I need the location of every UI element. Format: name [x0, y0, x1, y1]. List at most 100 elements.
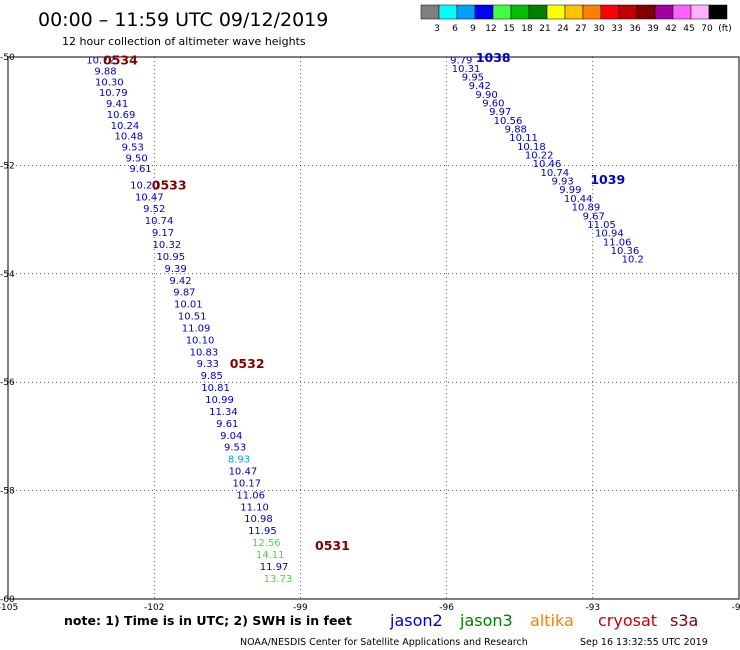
- colorbar-label: 36: [629, 24, 641, 34]
- colorbar-swatch: [708, 4, 728, 20]
- x-tick-label: -99: [293, 603, 308, 613]
- wave-height-label: 10.11: [509, 133, 538, 144]
- wave-height-label: 10.44: [564, 194, 593, 205]
- y-tick-label: -50: [0, 53, 15, 63]
- wave-height-label: 11.95: [248, 526, 277, 537]
- time-labels: 0534 0533 0532 0531 1038 1039: [103, 50, 625, 553]
- wave-height-label: 10.24: [111, 121, 140, 132]
- wave-height-label: 9.04: [220, 431, 242, 442]
- wave-height-label: 10.79: [99, 88, 128, 99]
- legend-item-s3a: s3a: [670, 611, 698, 630]
- colorbar-label: 6: [452, 24, 458, 34]
- wave-height-label: 9.53: [122, 142, 144, 153]
- x-tick-label: -96: [439, 603, 454, 613]
- wave-height-label: 10.89: [572, 203, 601, 214]
- colorbar-swatch: [456, 4, 476, 20]
- wave-height-label: 11.06: [236, 490, 265, 501]
- wave-height-label: 9.17: [152, 228, 174, 239]
- wave-height-label: 9.39: [165, 264, 187, 275]
- colorbar-label: (ft): [718, 24, 732, 34]
- colorbar-swatch: [636, 4, 656, 20]
- pass-time-label: 0532: [230, 356, 265, 371]
- wave-height-label: 10.36: [611, 246, 640, 257]
- y-tick-label: -58: [0, 487, 15, 497]
- pass-time-label: 1038: [476, 50, 511, 65]
- wave-height-label: 10.01: [174, 300, 203, 311]
- pass-time-label: 1039: [590, 172, 625, 187]
- wave-height-label: 10.74: [540, 168, 569, 179]
- color-scale-bar: 3 6 9 12 15 18 21 24 27 30 33 36 39 42 45 70 (ft): [420, 4, 732, 34]
- wave-height-label: 10.30: [95, 77, 124, 88]
- wave-height-label: 9.53: [224, 443, 246, 454]
- footer-note: note: 1) Time is in UTC; 2) SWH is in fe…: [64, 613, 352, 628]
- wave-height-label: 10.22: [525, 151, 554, 162]
- wave-height-label: 10.83: [190, 347, 219, 358]
- wave-height-label: 10.18: [517, 142, 546, 153]
- y-tick-label: -60: [0, 595, 15, 605]
- wave-height-label: 14.11: [256, 550, 285, 561]
- colorbar-label: 15: [503, 24, 514, 34]
- y-tick-label: -54: [0, 270, 15, 280]
- wave-height-label: 11.06: [603, 237, 632, 248]
- footer-credit: NOAA/NESDIS Center for Satellite Applica…: [240, 637, 528, 648]
- wave-height-label: 10.20: [130, 180, 159, 191]
- wave-height-label: 9.85: [201, 371, 223, 382]
- wave-height-label: 10.95: [156, 252, 185, 263]
- footer-timestamp: Sep 16 13:32:55 UTC 2019: [580, 637, 708, 648]
- wave-height-label: 11.97: [260, 562, 289, 573]
- wave-height-label: 10.17: [232, 478, 261, 489]
- colorbar-label: 21: [539, 24, 550, 34]
- x-tick-label: -90: [732, 603, 740, 613]
- chart-subtitle: 12 hour collection of altimeter wave hei…: [62, 35, 306, 48]
- tick-labels: -105 -102 -99 -96 -93 -90 -50 -52 -54 -56 -58 -60: [0, 53, 740, 613]
- colorbar-swatch: [690, 4, 710, 20]
- wave-height-label: 9.88: [505, 125, 527, 136]
- wave-height-label: 9.95: [462, 73, 484, 84]
- wave-height-label: 9.93: [551, 177, 573, 188]
- colorbar-label: 30: [593, 24, 605, 34]
- x-tick-label: -105: [0, 603, 18, 613]
- colorbar-label: 9: [470, 24, 476, 34]
- wave-height-label: 9.99: [559, 185, 581, 196]
- colorbar-swatch: [438, 4, 458, 20]
- colorbar-label: 70: [701, 24, 713, 34]
- wave-height-label: 9.61: [216, 419, 238, 430]
- wave-height-label: 10.32: [153, 240, 182, 251]
- wave-height-label: 9.90: [475, 90, 497, 101]
- colorbar-swatch: [600, 4, 620, 20]
- colorbar-swatch: [528, 4, 548, 20]
- satellite-legend: jason2 jason3 altika cryosat s3a: [389, 611, 698, 630]
- wave-height-label: 10.72: [86, 56, 115, 67]
- wave-height-label: 10.74: [145, 216, 174, 227]
- colorbar-label: 18: [521, 24, 533, 34]
- wave-height-label: 9.79: [450, 56, 472, 67]
- wave-height-label: 9.41: [106, 99, 128, 110]
- data-labels: 10.729.8810.3010.799.4110.6910.2410.489.…: [86, 56, 644, 585]
- colorbar-label: 3: [434, 24, 440, 34]
- colorbar-swatch: [618, 4, 638, 20]
- wave-height-label: 9.97: [489, 107, 511, 118]
- wave-height-label: 9.67: [583, 211, 605, 222]
- wave-height-label: 10.69: [107, 110, 136, 121]
- colorbar-swatch: [420, 4, 440, 20]
- wave-height-label: 11.09: [182, 323, 211, 334]
- wave-height-label: 12.56: [252, 538, 281, 549]
- wave-height-label: 11.05: [587, 220, 616, 231]
- wave-height-label: 10.98: [244, 514, 273, 525]
- y-tick-label: -56: [0, 378, 15, 388]
- wave-height-label: 10.46: [533, 159, 562, 170]
- colorbar-swatch: [492, 4, 512, 20]
- wave-height-label: 9.87: [173, 288, 195, 299]
- colorbar-label: 45: [683, 24, 694, 34]
- legend-item-cryosat: cryosat: [598, 611, 657, 630]
- wave-height-label: 10.94: [595, 229, 624, 240]
- pass-time-label: 0531: [315, 538, 350, 553]
- colorbar-swatch: [474, 4, 494, 20]
- wave-height-label: 9.42: [469, 81, 491, 92]
- wave-height-label: 8.93: [228, 455, 250, 466]
- wave-height-label: 10.31: [452, 64, 481, 75]
- wave-height-label: 9.60: [482, 99, 504, 110]
- wave-height-label: 10.10: [186, 335, 215, 346]
- wave-height-label: 10.2: [622, 255, 644, 266]
